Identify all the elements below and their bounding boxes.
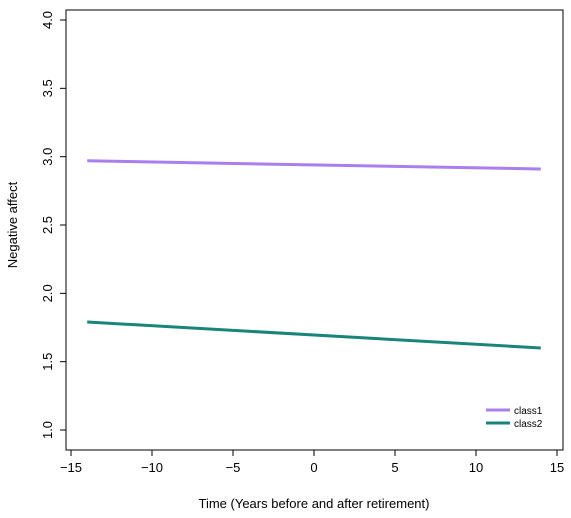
plot-area-box	[65, 9, 564, 451]
series-line-class2	[87, 320, 541, 350]
legend-label-class1: class1	[514, 406, 543, 417]
x-axis-title: Time (Years before and after retirement)	[199, 496, 430, 511]
series-line-class1	[87, 159, 541, 171]
x-tick-label: −15	[60, 460, 82, 475]
x-tick-label: 15	[550, 460, 564, 475]
legend: class1 class2	[486, 406, 543, 430]
x-tick-label: 0	[310, 460, 317, 475]
y-tick-label: 4.0	[40, 11, 55, 29]
x-tick-label: −5	[226, 460, 241, 475]
x-tick-label: −10	[141, 460, 163, 475]
series-layer	[87, 159, 541, 350]
x-tick-label: 5	[391, 460, 398, 475]
y-tick-label: 2.5	[40, 216, 55, 234]
y-tick-label: 3.0	[40, 148, 55, 166]
y-axis: 1.0 1.5 2.0 2.5 3.0 3.5 4.0	[40, 11, 66, 439]
y-tick-label: 1.5	[40, 353, 55, 371]
y-tick-label: 3.5	[40, 79, 55, 97]
x-tick-label: 10	[469, 460, 483, 475]
x-axis: −15 −10 −5 0 5 10 15	[60, 450, 564, 475]
y-axis-title: Negative affect	[5, 181, 20, 268]
y-tick-label: 2.0	[40, 284, 55, 302]
legend-label-class2: class2	[514, 419, 543, 430]
y-tick-label: 1.0	[40, 421, 55, 439]
